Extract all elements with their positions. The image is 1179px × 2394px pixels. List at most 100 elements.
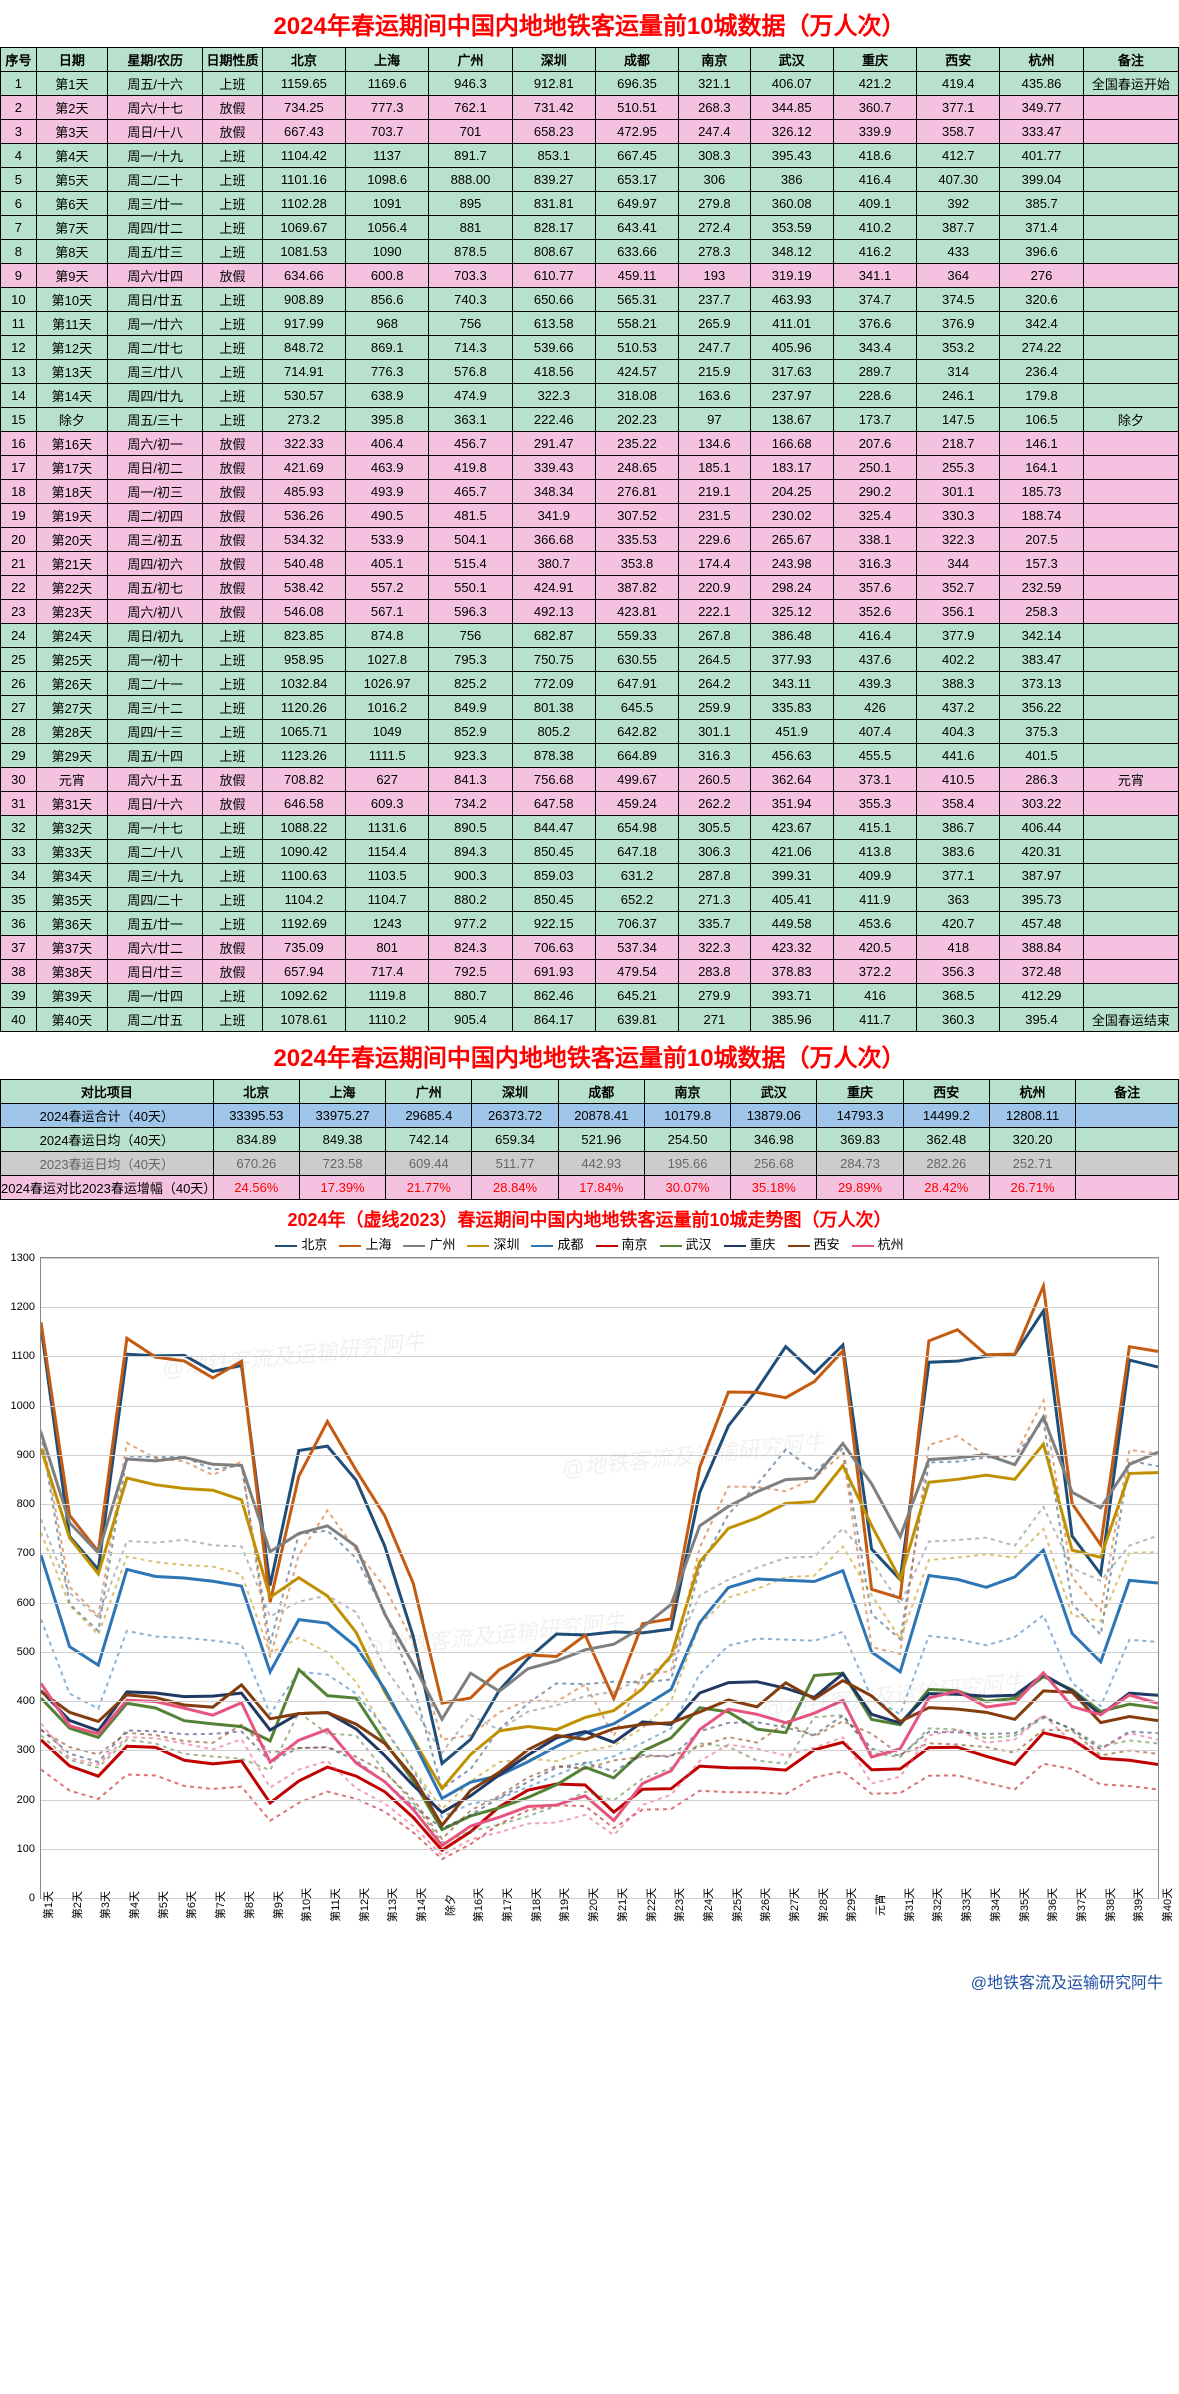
table-cell: 第33天 bbox=[36, 840, 107, 864]
table-cell: 342.14 bbox=[1000, 624, 1083, 648]
table-cell: 6 bbox=[1, 192, 37, 216]
table-cell: 周六/十五 bbox=[108, 768, 203, 792]
table-cell: 576.8 bbox=[429, 360, 512, 384]
table-cell: 372.48 bbox=[1000, 960, 1083, 984]
table-row: 38第38天周日/廿三放假657.94717.4792.5691.93479.5… bbox=[1, 960, 1179, 984]
table-cell: 146.1 bbox=[1000, 432, 1083, 456]
table-cell: 358.4 bbox=[917, 792, 1000, 816]
table-cell: 393.71 bbox=[750, 984, 833, 1008]
table-cell: 375.3 bbox=[1000, 720, 1083, 744]
table-row: 6第6天周三/廿一上班1102.281091895831.81649.97279… bbox=[1, 192, 1179, 216]
table-cell: 610.77 bbox=[512, 264, 595, 288]
table-cell: 276.81 bbox=[595, 480, 678, 504]
table-cell: 279.8 bbox=[679, 192, 750, 216]
table-cell: 420.7 bbox=[917, 912, 1000, 936]
table-cell: 639.81 bbox=[595, 1008, 678, 1032]
table-cell: 259.9 bbox=[679, 696, 750, 720]
table-row: 24第24天周日/初九上班823.85874.8756682.87559.332… bbox=[1, 624, 1179, 648]
table-cell: 28 bbox=[1, 720, 37, 744]
table-row: 17第17天周日/初二放假421.69463.9419.8339.43248.6… bbox=[1, 456, 1179, 480]
table-cell: 222.1 bbox=[679, 600, 750, 624]
table-cell: 22 bbox=[1, 576, 37, 600]
table-row: 25第25天周一/初十上班958.951027.8795.3750.75630.… bbox=[1, 648, 1179, 672]
table-cell: 638.9 bbox=[346, 384, 429, 408]
table-cell: 164.1 bbox=[1000, 456, 1083, 480]
table-cell: 上班 bbox=[203, 888, 262, 912]
table-cell: 824.3 bbox=[429, 936, 512, 960]
table-cell: 283.8 bbox=[679, 960, 750, 984]
x-axis-label: 第21天 bbox=[614, 1888, 630, 1922]
table-cell: 286.3 bbox=[1000, 768, 1083, 792]
table-cell: 周六/廿四 bbox=[108, 264, 203, 288]
summary-cell: 17.84% bbox=[558, 1176, 644, 1200]
table-row: 12第12天周二/廿七上班848.72869.1714.3539.66510.5… bbox=[1, 336, 1179, 360]
table-row: 28第28天周四/十三上班1065.711049852.9805.2642.82… bbox=[1, 720, 1179, 744]
table-row: 21第21天周四/初六放假540.48405.1515.4380.7353.81… bbox=[1, 552, 1179, 576]
table-cell: 20 bbox=[1, 528, 37, 552]
table-cell: 734.2 bbox=[429, 792, 512, 816]
table-cell: 352.7 bbox=[917, 576, 1000, 600]
table-cell: 27 bbox=[1, 696, 37, 720]
table-cell: 706.63 bbox=[512, 936, 595, 960]
col-header: 成都 bbox=[595, 48, 678, 72]
table-cell: 703.7 bbox=[346, 120, 429, 144]
table-cell: 第24天 bbox=[36, 624, 107, 648]
table-cell: 14 bbox=[1, 384, 37, 408]
table-cell: 894.3 bbox=[429, 840, 512, 864]
table-cell: 654.98 bbox=[595, 816, 678, 840]
table-cell: 1103.5 bbox=[346, 864, 429, 888]
summary-col-header: 南京 bbox=[644, 1080, 730, 1104]
table-cell: 333.47 bbox=[1000, 120, 1083, 144]
x-axis-label: 第3天 bbox=[97, 1891, 113, 1919]
table-cell: 319.19 bbox=[750, 264, 833, 288]
table-cell: 183.17 bbox=[750, 456, 833, 480]
table-cell: 335.53 bbox=[595, 528, 678, 552]
table-cell: 419.4 bbox=[917, 72, 1000, 96]
table-cell: 第20天 bbox=[36, 528, 107, 552]
table-cell: 179.8 bbox=[1000, 384, 1083, 408]
table-cell: 362.64 bbox=[750, 768, 833, 792]
table-cell: 260.5 bbox=[679, 768, 750, 792]
table-cell: 306 bbox=[679, 168, 750, 192]
table-cell: 周四/十三 bbox=[108, 720, 203, 744]
table-cell: 878.38 bbox=[512, 744, 595, 768]
table-cell: 237.7 bbox=[679, 288, 750, 312]
table-cell: 348.34 bbox=[512, 480, 595, 504]
table-cell: 396.6 bbox=[1000, 240, 1083, 264]
table-cell bbox=[1083, 792, 1178, 816]
table-cell bbox=[1083, 504, 1178, 528]
table-cell: 762.1 bbox=[429, 96, 512, 120]
table-cell: 周日/十八 bbox=[108, 120, 203, 144]
summary-cell: 282.26 bbox=[903, 1152, 989, 1176]
table-cell: 235.22 bbox=[595, 432, 678, 456]
table-cell: 第7天 bbox=[36, 216, 107, 240]
table-cell: 185.73 bbox=[1000, 480, 1083, 504]
table-cell: 4 bbox=[1, 144, 37, 168]
table-cell bbox=[1083, 216, 1178, 240]
table-cell: 第1天 bbox=[36, 72, 107, 96]
table-cell: 26 bbox=[1, 672, 37, 696]
table-cell: 792.5 bbox=[429, 960, 512, 984]
legend-item: 上海 bbox=[339, 1237, 391, 1252]
table-cell bbox=[1083, 288, 1178, 312]
legend-item: 成都 bbox=[531, 1237, 583, 1252]
table-cell: 273.2 bbox=[262, 408, 345, 432]
x-axis-label: 第5天 bbox=[155, 1891, 171, 1919]
table-cell: 周六/初八 bbox=[108, 600, 203, 624]
table-cell: 第11天 bbox=[36, 312, 107, 336]
summary-cell: 30.07% bbox=[644, 1176, 730, 1200]
table-cell: 856.6 bbox=[346, 288, 429, 312]
summary-cell: 346.98 bbox=[731, 1128, 817, 1152]
table-cell: 905.4 bbox=[429, 1008, 512, 1032]
legend-swatch bbox=[596, 1245, 618, 1247]
table-cell: 106.5 bbox=[1000, 408, 1083, 432]
table-cell: 373.1 bbox=[833, 768, 916, 792]
table-cell bbox=[1083, 720, 1178, 744]
summary-cell: 742.14 bbox=[386, 1128, 472, 1152]
col-header: 序号 bbox=[1, 48, 37, 72]
summary-col-header: 成都 bbox=[558, 1080, 644, 1104]
table-cell: 373.13 bbox=[1000, 672, 1083, 696]
table-cell: 356.1 bbox=[917, 600, 1000, 624]
table-cell: 878.5 bbox=[429, 240, 512, 264]
table-cell: 元宵 bbox=[1083, 768, 1178, 792]
